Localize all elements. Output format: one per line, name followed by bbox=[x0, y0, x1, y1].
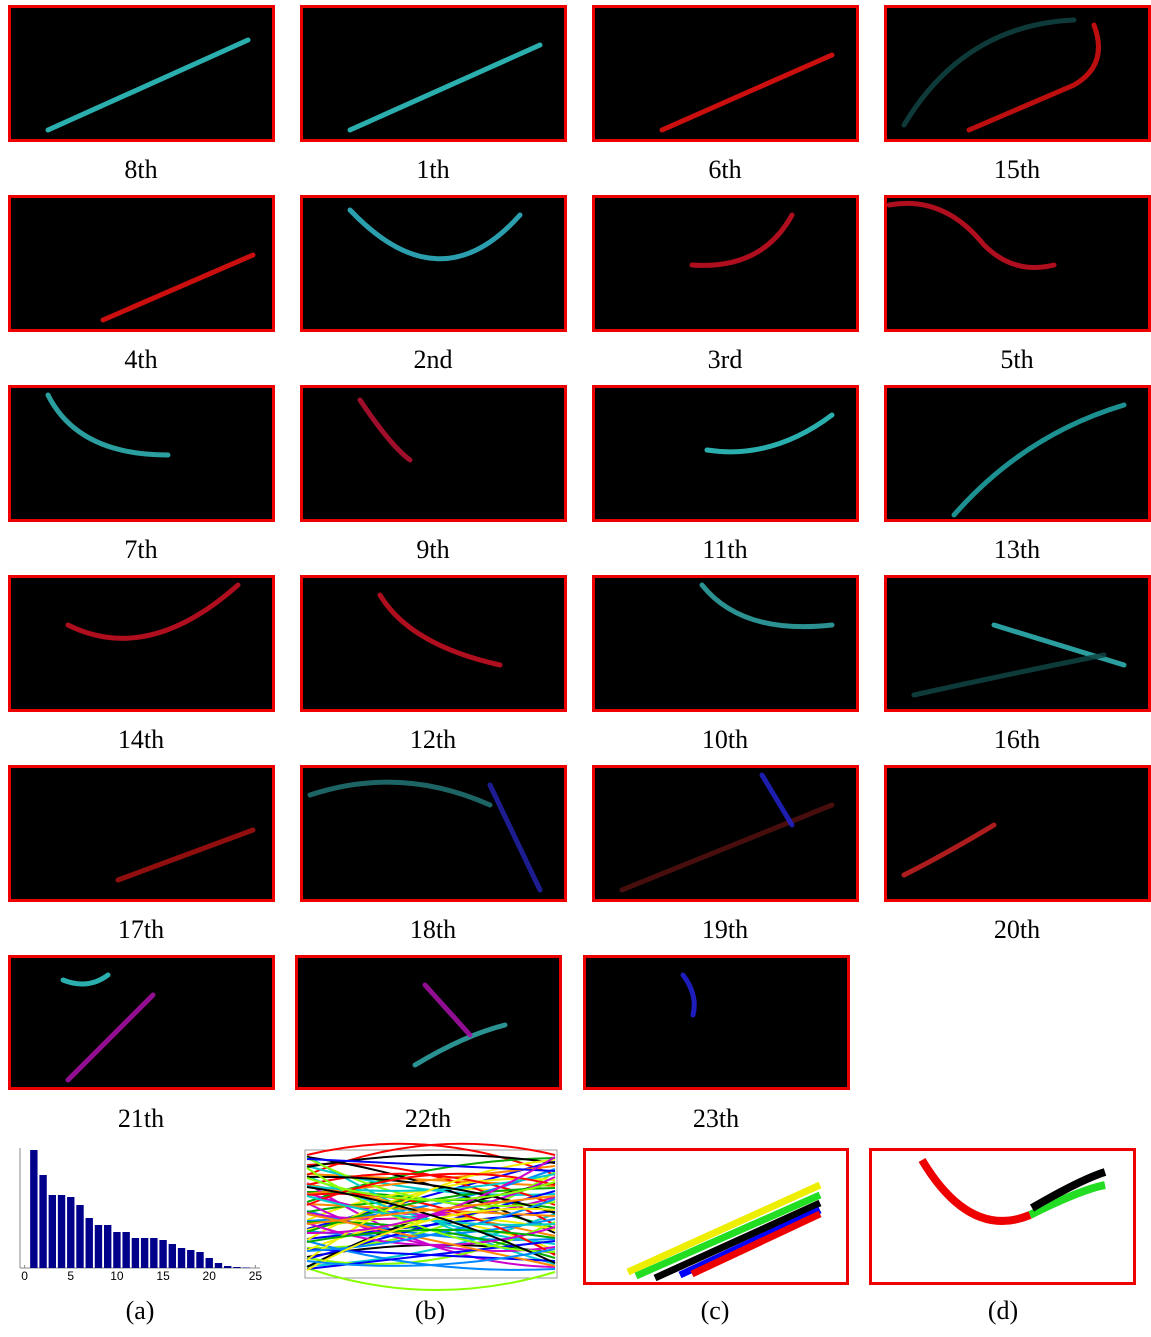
bar bbox=[67, 1197, 74, 1268]
bar bbox=[132, 1238, 139, 1268]
panel-caption: 22th bbox=[405, 1104, 451, 1133]
image-frame bbox=[585, 957, 849, 1089]
panel-caption: 1th bbox=[416, 155, 449, 184]
panel-image bbox=[585, 957, 849, 1089]
image-frame bbox=[886, 767, 1150, 901]
bar bbox=[122, 1232, 129, 1268]
panel-caption: 7th bbox=[124, 535, 157, 564]
trajectory-plot bbox=[305, 1144, 557, 1290]
image-frame bbox=[302, 7, 566, 141]
image-frame bbox=[871, 1150, 1135, 1284]
image-frame bbox=[594, 7, 858, 141]
image-frame bbox=[10, 577, 274, 711]
panel-image bbox=[10, 197, 274, 331]
panel-caption: 9th bbox=[416, 535, 449, 564]
bar bbox=[178, 1248, 185, 1268]
panel-image bbox=[302, 197, 566, 331]
subfigure-caption: (c) bbox=[701, 1296, 730, 1325]
image-frame bbox=[302, 387, 566, 521]
bar bbox=[86, 1218, 93, 1268]
panel-image bbox=[594, 387, 858, 521]
panel-image bbox=[594, 767, 858, 901]
panel-caption: 18th bbox=[410, 915, 456, 944]
panel-image bbox=[302, 767, 566, 901]
panel-caption: 5th bbox=[1000, 345, 1033, 374]
bar bbox=[169, 1244, 176, 1268]
subfigure-caption: (a) bbox=[126, 1296, 155, 1325]
image-frame bbox=[10, 767, 274, 901]
x-tick-label: 20 bbox=[203, 1269, 217, 1283]
image-frame bbox=[10, 7, 274, 141]
panel-image bbox=[886, 577, 1150, 711]
x-tick-label: 15 bbox=[156, 1269, 170, 1283]
image-frame bbox=[886, 387, 1150, 521]
panel-caption: 3rd bbox=[708, 345, 743, 374]
panel-caption: 4th bbox=[124, 345, 157, 374]
bar bbox=[141, 1238, 148, 1268]
bar bbox=[49, 1195, 56, 1268]
panel-caption: 2nd bbox=[414, 345, 453, 374]
image-frame bbox=[10, 957, 274, 1089]
panel-image bbox=[10, 957, 274, 1089]
panel-image bbox=[594, 197, 858, 331]
panel-caption: 11th bbox=[702, 535, 747, 564]
panel-caption: 8th bbox=[124, 155, 157, 184]
subfigure-caption: (d) bbox=[988, 1296, 1018, 1325]
panel-caption: 19th bbox=[702, 915, 748, 944]
image-frame bbox=[302, 197, 566, 331]
image-frame bbox=[886, 7, 1150, 141]
panel-image bbox=[10, 7, 274, 141]
panel-image bbox=[10, 577, 274, 711]
panel-image bbox=[302, 577, 566, 711]
panel-caption: 23th bbox=[693, 1104, 739, 1133]
bar bbox=[233, 1267, 240, 1268]
bar bbox=[215, 1263, 222, 1268]
bar bbox=[224, 1266, 231, 1268]
bar bbox=[159, 1240, 166, 1268]
panel-caption: 20th bbox=[994, 915, 1040, 944]
x-tick-label: 5 bbox=[67, 1269, 74, 1283]
panel-image bbox=[302, 7, 566, 141]
image-frame bbox=[297, 957, 561, 1089]
image-frame bbox=[594, 577, 858, 711]
panel-caption: 17th bbox=[118, 915, 164, 944]
x-tick-label: 0 bbox=[21, 1269, 28, 1283]
panel-caption: 14th bbox=[118, 725, 164, 754]
image-frame bbox=[594, 767, 858, 901]
panel-caption: 15th bbox=[994, 155, 1040, 184]
panel-caption: 21th bbox=[118, 1104, 164, 1133]
figure: 8th 1th 6th 15th 4th 2nd 3rd 5th 7th 9th 11th 13th 1… bbox=[0, 0, 1151, 1337]
bar bbox=[187, 1250, 194, 1268]
panel-caption: 12th bbox=[410, 725, 456, 754]
bar bbox=[58, 1195, 65, 1268]
panel-image bbox=[886, 767, 1150, 901]
bar bbox=[39, 1175, 46, 1268]
panel-image bbox=[594, 577, 858, 711]
bar bbox=[196, 1252, 203, 1268]
panel-image bbox=[886, 387, 1150, 521]
panel-caption: 16th bbox=[994, 725, 1040, 754]
page: 8th 1th 6th 15th 4th 2nd 3rd 5th 7th 9th 11th 13th 1… bbox=[0, 0, 1151, 1337]
bar bbox=[104, 1225, 111, 1268]
bar bbox=[206, 1258, 213, 1268]
bar bbox=[150, 1238, 157, 1268]
x-tick-label: 10 bbox=[110, 1269, 124, 1283]
panel-image bbox=[302, 387, 566, 521]
subfigure-caption: (b) bbox=[415, 1296, 445, 1325]
x-tick-label: 25 bbox=[249, 1269, 263, 1283]
bar bbox=[30, 1150, 37, 1268]
bar bbox=[113, 1232, 120, 1268]
panel-image bbox=[10, 387, 274, 521]
panel-caption: 10th bbox=[702, 725, 748, 754]
panel-image bbox=[10, 767, 274, 901]
panel-image bbox=[297, 957, 561, 1089]
panel-caption: 6th bbox=[708, 155, 741, 184]
bar bbox=[76, 1205, 83, 1268]
panel-caption: 13th bbox=[994, 535, 1040, 564]
bar bbox=[242, 1268, 249, 1269]
panel-image bbox=[886, 197, 1150, 331]
panel-image bbox=[594, 7, 858, 141]
bar bbox=[95, 1225, 102, 1268]
panel-image bbox=[886, 7, 1150, 141]
